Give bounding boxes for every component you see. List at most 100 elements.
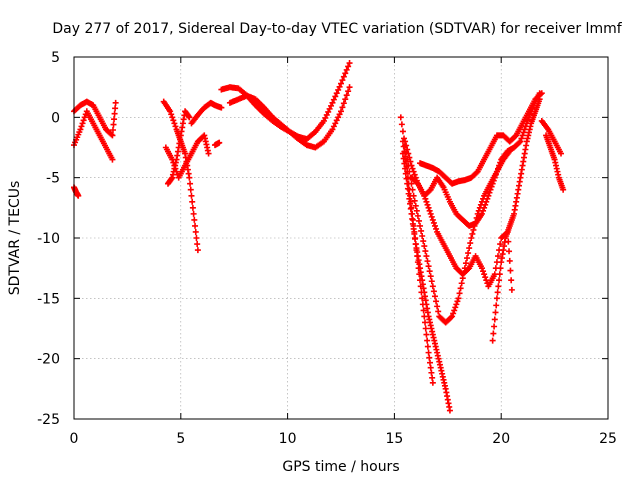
data-point <box>496 271 503 278</box>
data-point <box>489 337 496 344</box>
data-point <box>345 63 352 70</box>
data-point <box>512 133 519 140</box>
data-point <box>109 127 116 134</box>
data-point <box>81 114 88 121</box>
data-point <box>168 111 175 118</box>
data-point <box>415 217 422 224</box>
data-point <box>424 343 431 350</box>
data-point <box>409 210 416 217</box>
data-point <box>332 93 339 100</box>
data-point <box>187 186 194 193</box>
data-point <box>423 331 430 338</box>
y-tick-label: -20 <box>37 352 60 368</box>
data-point <box>410 168 417 175</box>
data-point <box>560 186 567 193</box>
data-point <box>422 325 429 332</box>
data-point <box>342 70 349 77</box>
data-point <box>78 123 85 130</box>
data-point <box>424 201 431 208</box>
data-point <box>111 116 118 123</box>
data-point <box>536 96 543 103</box>
data-point <box>423 198 430 205</box>
data-point <box>408 180 415 187</box>
x-tick-label: 5 <box>176 431 185 447</box>
data-point <box>109 156 116 163</box>
x-tick-label: 20 <box>492 431 510 447</box>
data-point <box>415 265 422 272</box>
data-point <box>428 213 435 220</box>
data-point <box>188 192 195 199</box>
y-tick-label: -15 <box>37 291 60 307</box>
data-point <box>401 135 408 142</box>
data-point <box>446 407 453 414</box>
data-point <box>497 241 504 248</box>
data-point <box>192 228 199 235</box>
series-arc-6 <box>164 108 193 187</box>
data-point <box>455 295 462 302</box>
data-point <box>483 198 490 205</box>
data-point <box>110 121 117 128</box>
y-tick-label: 5 <box>51 50 60 66</box>
data-point <box>323 111 330 118</box>
data-point <box>343 66 350 73</box>
series-arc-19 <box>538 117 565 157</box>
data-point <box>112 99 119 106</box>
data-point <box>405 150 412 157</box>
x-tick-label: 15 <box>385 431 403 447</box>
data-point <box>491 316 498 323</box>
data-point <box>429 379 436 386</box>
data-point <box>424 258 431 265</box>
data-point <box>399 128 406 135</box>
data-point <box>520 129 527 136</box>
data-point <box>488 183 495 190</box>
data-point <box>418 289 425 296</box>
series-arc-1 <box>71 108 116 163</box>
data-point <box>325 108 332 115</box>
data-point <box>518 135 525 142</box>
data-point <box>478 210 485 217</box>
data-point <box>205 150 212 157</box>
data-point <box>493 295 500 302</box>
data-point <box>496 162 503 169</box>
x-tick-label: 10 <box>279 431 297 447</box>
data-point <box>450 310 457 317</box>
data-point <box>465 266 472 273</box>
data-point <box>332 120 339 127</box>
data-point <box>398 121 405 128</box>
data-point <box>419 301 426 308</box>
data-point <box>469 230 476 237</box>
data-point <box>329 99 336 106</box>
data-point <box>412 202 419 209</box>
data-point <box>492 171 499 178</box>
y-tick-label: -10 <box>37 231 60 247</box>
data-point <box>456 290 463 297</box>
data-point <box>480 268 487 275</box>
data-point <box>410 192 417 199</box>
data-point <box>345 88 352 95</box>
data-point <box>491 174 498 181</box>
data-point <box>79 120 86 127</box>
data-point <box>320 117 327 124</box>
y-tick-label: 0 <box>51 110 60 126</box>
data-point <box>449 313 456 320</box>
data-point <box>484 195 491 202</box>
data-point <box>448 314 455 321</box>
data-point <box>189 198 196 205</box>
data-point <box>420 307 427 314</box>
data-point <box>421 313 428 320</box>
data-point <box>189 204 196 211</box>
data-point <box>413 179 420 186</box>
data-point <box>465 250 472 257</box>
data-point <box>412 241 419 248</box>
data-point <box>409 216 416 223</box>
data-point <box>427 210 434 217</box>
data-point <box>411 171 418 178</box>
data-point <box>413 247 420 254</box>
data-point <box>466 245 473 252</box>
data-point <box>411 228 418 235</box>
data-point <box>452 304 459 311</box>
data-point <box>171 120 178 127</box>
axis-ticks: 0 5 10 15 20 25 5 0 -5 -10 -15 -20 -25 <box>37 50 617 447</box>
data-point <box>497 265 504 272</box>
